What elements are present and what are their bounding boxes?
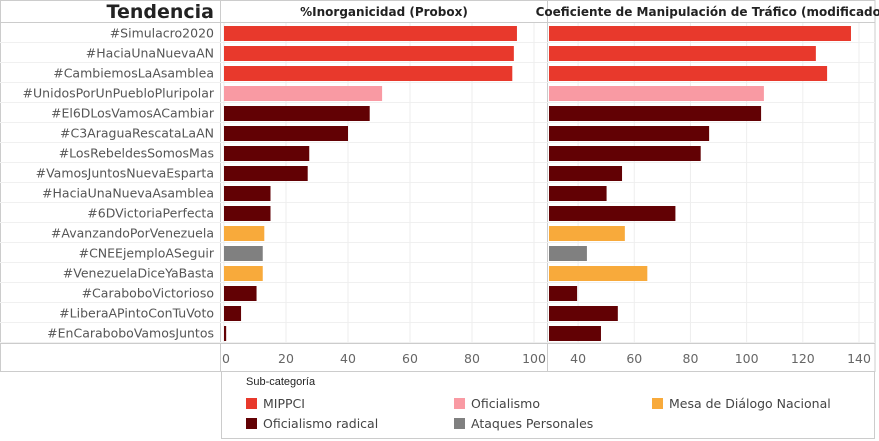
- tick-label: 40: [340, 351, 356, 366]
- bar: [224, 246, 263, 261]
- bar: [224, 26, 517, 41]
- legend-swatch: [246, 418, 257, 429]
- category-label: #C3AraguaRescataLaAN: [60, 126, 214, 141]
- legend-label: MIPPCI: [263, 396, 305, 411]
- bar: [224, 206, 271, 221]
- bar: [549, 26, 851, 41]
- bar: [549, 246, 587, 261]
- legend-item[interactable]: Oficialismo: [454, 396, 540, 411]
- legend: Sub-categoría MIPPCI Oficialismo Mesa de D…: [221, 372, 875, 439]
- legend-title: Sub-categoría: [246, 376, 316, 388]
- panel-title: %Inorganicidad (Probox): [300, 5, 468, 19]
- tick-label: 20: [278, 351, 294, 366]
- frame: [0, 0, 876, 372]
- bar: [224, 86, 383, 101]
- legend-label: Oficialismo: [471, 396, 541, 411]
- tick-label: 40: [570, 351, 586, 366]
- tick-label: 80: [464, 351, 480, 366]
- legend-label: Mesa de Diálogo Nacional: [669, 396, 831, 411]
- bar: [549, 86, 764, 101]
- legend-item[interactable]: Ataques Personales: [454, 416, 593, 431]
- legend-item[interactable]: Oficialismo radical: [246, 416, 378, 431]
- category-label: #VamosJuntosNuevaEsparta: [36, 166, 214, 181]
- category-label: #CaraboboVictorioso: [82, 286, 214, 301]
- bar-chart: Tendencia #Simulacro2020 #HaciaUnaNuevaAN #…: [0, 0, 879, 372]
- bar: [224, 326, 227, 341]
- bar: [224, 66, 513, 81]
- bar: [224, 226, 265, 241]
- category-label: #HaciaUnaNuevaAN: [86, 46, 214, 61]
- bar: [549, 326, 601, 341]
- legend-swatch: [652, 398, 663, 409]
- tick-label: 120: [791, 351, 815, 366]
- bar: [549, 206, 676, 221]
- row-header: Tendencia: [107, 1, 214, 23]
- bar: [549, 66, 828, 81]
- bar: [549, 106, 762, 121]
- bar: [224, 186, 271, 201]
- legend-label: Ataques Personales: [471, 416, 594, 431]
- bar: [549, 46, 816, 61]
- legend-swatch: [246, 398, 257, 409]
- category-label: #CambiemosLaAsamblea: [53, 66, 214, 81]
- panel-title: Coeficiente de Manipulación de Tráfico (…: [536, 5, 879, 19]
- category-label: #LosRebeldesSomosMas: [59, 146, 214, 161]
- tick-label: 100: [522, 351, 546, 366]
- category-label: #EnCaraboboVamosJuntos: [47, 326, 214, 341]
- category-label: #CNEEjemploASeguir: [79, 246, 215, 261]
- bar: [224, 306, 242, 321]
- legend-swatch: [454, 418, 465, 429]
- category-label: #6DVictoriaPerfecta: [87, 206, 214, 221]
- category-label: #UnidosPorUnPuebloPluripolar: [23, 86, 215, 101]
- category-label: #AvanzandoPorVenezuela: [51, 226, 214, 241]
- legend-item[interactable]: Mesa de Diálogo Nacional: [652, 396, 831, 411]
- bar: [549, 146, 701, 161]
- bar: [549, 226, 625, 241]
- bar: [549, 186, 607, 201]
- tick-label: 0: [222, 351, 230, 366]
- category-label: #LiberaAPintoConTuVoto: [59, 306, 214, 321]
- category-label: #El6DLosVamosACambiar: [51, 106, 215, 121]
- bar: [224, 286, 257, 301]
- tick-label: 60: [402, 351, 418, 366]
- tick-label: 140: [847, 351, 871, 366]
- bar: [224, 146, 310, 161]
- bar: [549, 166, 623, 181]
- category-label: #Simulacro2020: [110, 26, 214, 41]
- bar: [224, 166, 308, 181]
- bar: [549, 266, 648, 281]
- legend-item[interactable]: MIPPCI: [246, 396, 305, 411]
- bar: [549, 286, 578, 301]
- bar: [549, 126, 710, 141]
- category-label: #HaciaUnaNuevaAsamblea: [42, 186, 214, 201]
- bar: [224, 106, 370, 121]
- bar: [224, 266, 263, 281]
- legend-label: Oficialismo radical: [263, 416, 379, 431]
- tick-label: 80: [683, 351, 699, 366]
- bar: [549, 306, 618, 321]
- bar: [224, 126, 348, 141]
- category-label: #VenezuelaDiceYaBasta: [63, 266, 214, 281]
- bar: [224, 46, 514, 61]
- legend-swatch: [454, 398, 465, 409]
- tick-label: 60: [626, 351, 642, 366]
- tick-label: 100: [735, 351, 759, 366]
